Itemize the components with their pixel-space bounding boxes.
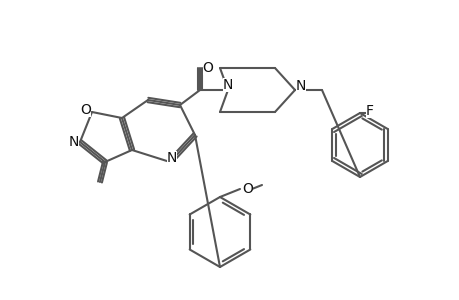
Text: F: F [365,104,373,118]
Text: N: N [69,135,79,149]
Text: N: N [295,79,306,93]
Text: O: O [242,182,253,196]
Text: O: O [80,103,91,117]
Text: N: N [222,78,233,92]
Text: O: O [202,61,213,75]
Text: N: N [167,151,177,165]
